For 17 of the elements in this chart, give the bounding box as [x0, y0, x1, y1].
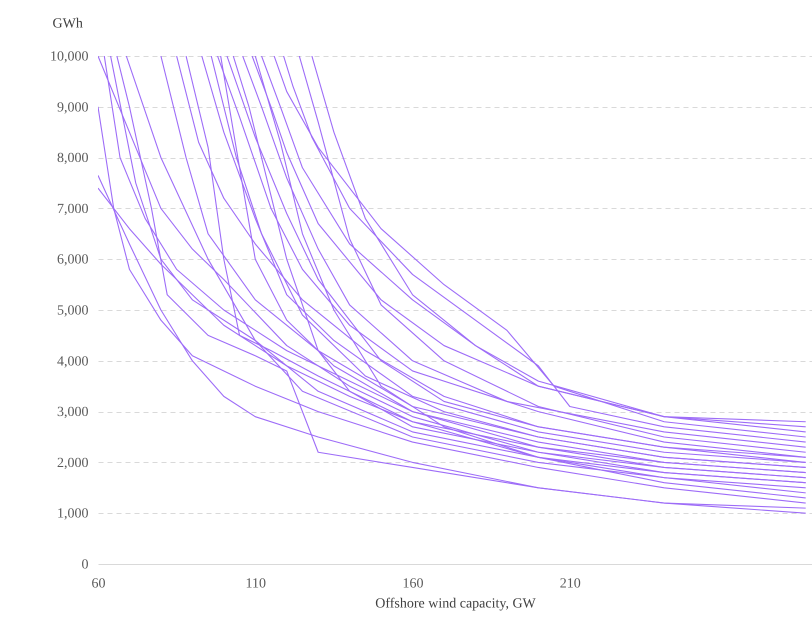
y-tick-label: 8,000: [57, 151, 88, 166]
y-tick-label: 6,000: [57, 252, 88, 268]
y-tick-label: 7,000: [57, 202, 88, 217]
y-tick-label: 9,000: [57, 100, 88, 116]
y-tick-label: 10,000: [50, 50, 88, 64]
y-axis-title: GWh: [52, 16, 83, 32]
x-tick-label: 160: [402, 576, 424, 592]
y-tick-label: 5,000: [57, 304, 88, 318]
x-tick-label: 60: [92, 576, 106, 592]
x-tick-label: 110: [246, 576, 266, 592]
y-tick-label: 1,000: [57, 506, 88, 522]
y-tick-label: 2,000: [57, 456, 88, 471]
x-axis-title: Offshore wind capacity, GW: [375, 596, 537, 612]
x-tick-label: 210: [560, 576, 581, 592]
y-tick-label: 4,000: [57, 354, 88, 370]
y-tick-label: 3,000: [57, 405, 88, 420]
y-tick-label: 0: [82, 558, 88, 572]
